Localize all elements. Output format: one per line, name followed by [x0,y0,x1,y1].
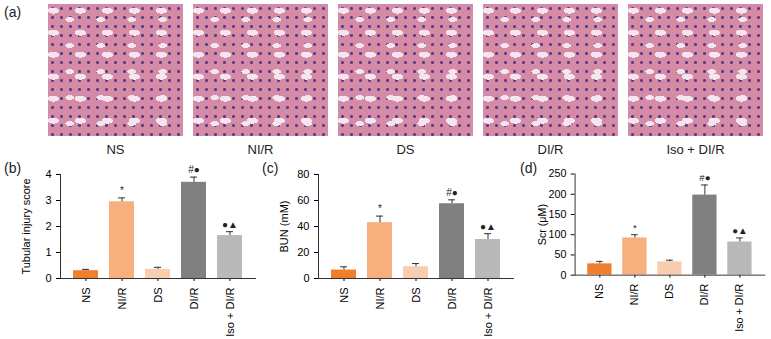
svg-text:NI/R: NI/R [374,287,386,309]
svg-text:3: 3 [45,194,51,206]
svg-text:BUN (mM): BUN (mM) [278,201,290,253]
svg-text:*: * [120,185,124,196]
svg-text:NS: NS [593,284,605,299]
html-text:NS: NS [106,142,125,157]
html-text:DS: DS [396,142,415,157]
svg-text:●▲: ●▲ [732,225,748,236]
svg-text:80: 80 [297,168,309,180]
svg-text:NS: NS [338,288,350,303]
svg-text:●▲: ●▲ [222,219,238,230]
svg-text:0: 0 [45,272,51,284]
svg-text:100: 100 [549,228,567,240]
svg-text:150: 150 [549,208,567,220]
svg-text:DS: DS [410,288,422,303]
svg-text:*: * [633,222,637,233]
svg-text:2: 2 [45,220,51,232]
html-text:NI/R: NI/R [247,142,274,157]
svg-text:NI/R: NI/R [116,287,128,309]
svg-text:Iso + DI/R: Iso + DI/R [224,287,236,336]
svg-text:DI/R: DI/R [698,284,710,306]
svg-text:●▲: ●▲ [480,221,496,232]
svg-text:DS: DS [152,288,164,303]
svg-text:40: 40 [297,220,309,232]
svg-text:DS: DS [663,284,675,299]
svg-text:Tubular injury score: Tubular injury score [20,178,32,274]
svg-text:*: * [378,203,382,214]
svg-text:250: 250 [549,167,567,179]
svg-text:DI/R: DI/R [446,287,458,309]
svg-text:0: 0 [560,269,566,281]
svg-text:NI/R: NI/R [628,284,640,306]
html-text:(d): (d) [520,160,538,176]
svg-text:200: 200 [549,188,567,200]
svg-text:0: 0 [303,272,309,284]
html-text:(b): (b) [4,160,22,176]
html-text:(a): (a) [4,4,22,20]
svg-text:#●: #● [188,164,200,175]
svg-text:NS: NS [80,288,92,303]
svg-text:Iso + DI/R: Iso + DI/R [733,284,745,332]
svg-text:Scr (μM): Scr (μM) [536,204,548,245]
svg-text:1: 1 [45,246,51,258]
svg-text:#●: #● [699,172,710,183]
svg-text:#●: #● [446,187,458,198]
svg-text:DI/R: DI/R [188,287,200,309]
svg-text:Iso + DI/R: Iso + DI/R [482,287,494,336]
html-text:Iso + DI/R: Iso + DI/R [666,142,725,157]
html-text:DI/R: DI/R [537,142,564,157]
svg-text:60: 60 [297,194,309,206]
svg-text:4: 4 [45,168,51,180]
svg-text:50: 50 [554,248,566,260]
html-text:(c): (c) [262,160,279,176]
svg-text:20: 20 [297,246,309,258]
